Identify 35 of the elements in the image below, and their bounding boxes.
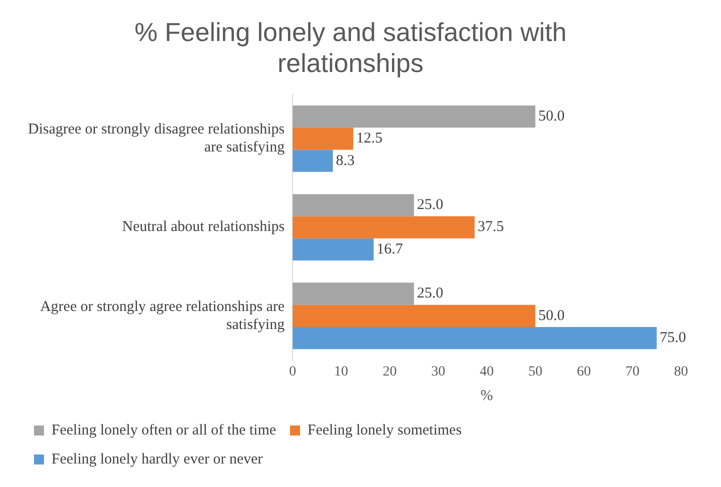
y-tick-label: Agree or strongly agree relationships are satisfying xyxy=(40,298,286,333)
x-tick-label: 50 xyxy=(528,364,542,380)
data-label: 50.0 xyxy=(538,108,565,124)
x-axis-title: % xyxy=(480,388,494,404)
bar xyxy=(292,304,536,327)
bar xyxy=(292,326,657,350)
bar xyxy=(292,282,414,305)
data-label: 12.5 xyxy=(356,130,383,147)
data-label: 75.0 xyxy=(660,330,686,346)
x-tick-label: 10 xyxy=(334,364,348,380)
bar xyxy=(292,105,536,128)
legend-label: Feeling lonely hardly ever or never xyxy=(52,451,263,468)
x-tick-label: 80 xyxy=(674,364,688,380)
x-tick-label: 20 xyxy=(382,364,397,380)
data-label: 8.3 xyxy=(336,152,355,169)
x-tick-label: 0 xyxy=(289,364,296,380)
bar xyxy=(292,216,475,238)
data-label: 50.0 xyxy=(538,308,565,324)
data-label: 37.5 xyxy=(478,219,504,236)
bar xyxy=(292,150,333,172)
x-tick-label: 60 xyxy=(576,364,591,380)
x-tick-label: 30 xyxy=(431,364,446,380)
bar xyxy=(292,128,354,150)
y-tick-label: Disagree or strongly disagree relationships are satisfying xyxy=(28,122,286,156)
legend-label: Feeling lonely sometimes xyxy=(308,422,462,438)
bar xyxy=(292,194,414,216)
y-tick-label: Neutral about relationships xyxy=(122,219,285,236)
x-tick-label: 40 xyxy=(480,364,494,380)
x-tick-label: 70 xyxy=(625,364,640,380)
bar xyxy=(292,238,374,261)
chart-title: % Feeling lonely and satisfaction with relationships xyxy=(134,16,567,78)
data-label: 25.0 xyxy=(416,197,444,214)
legend-label: Feeling lonely often or all of the time xyxy=(52,422,276,438)
data-label: 25.0 xyxy=(416,286,444,302)
data-label: 16.7 xyxy=(376,241,404,258)
